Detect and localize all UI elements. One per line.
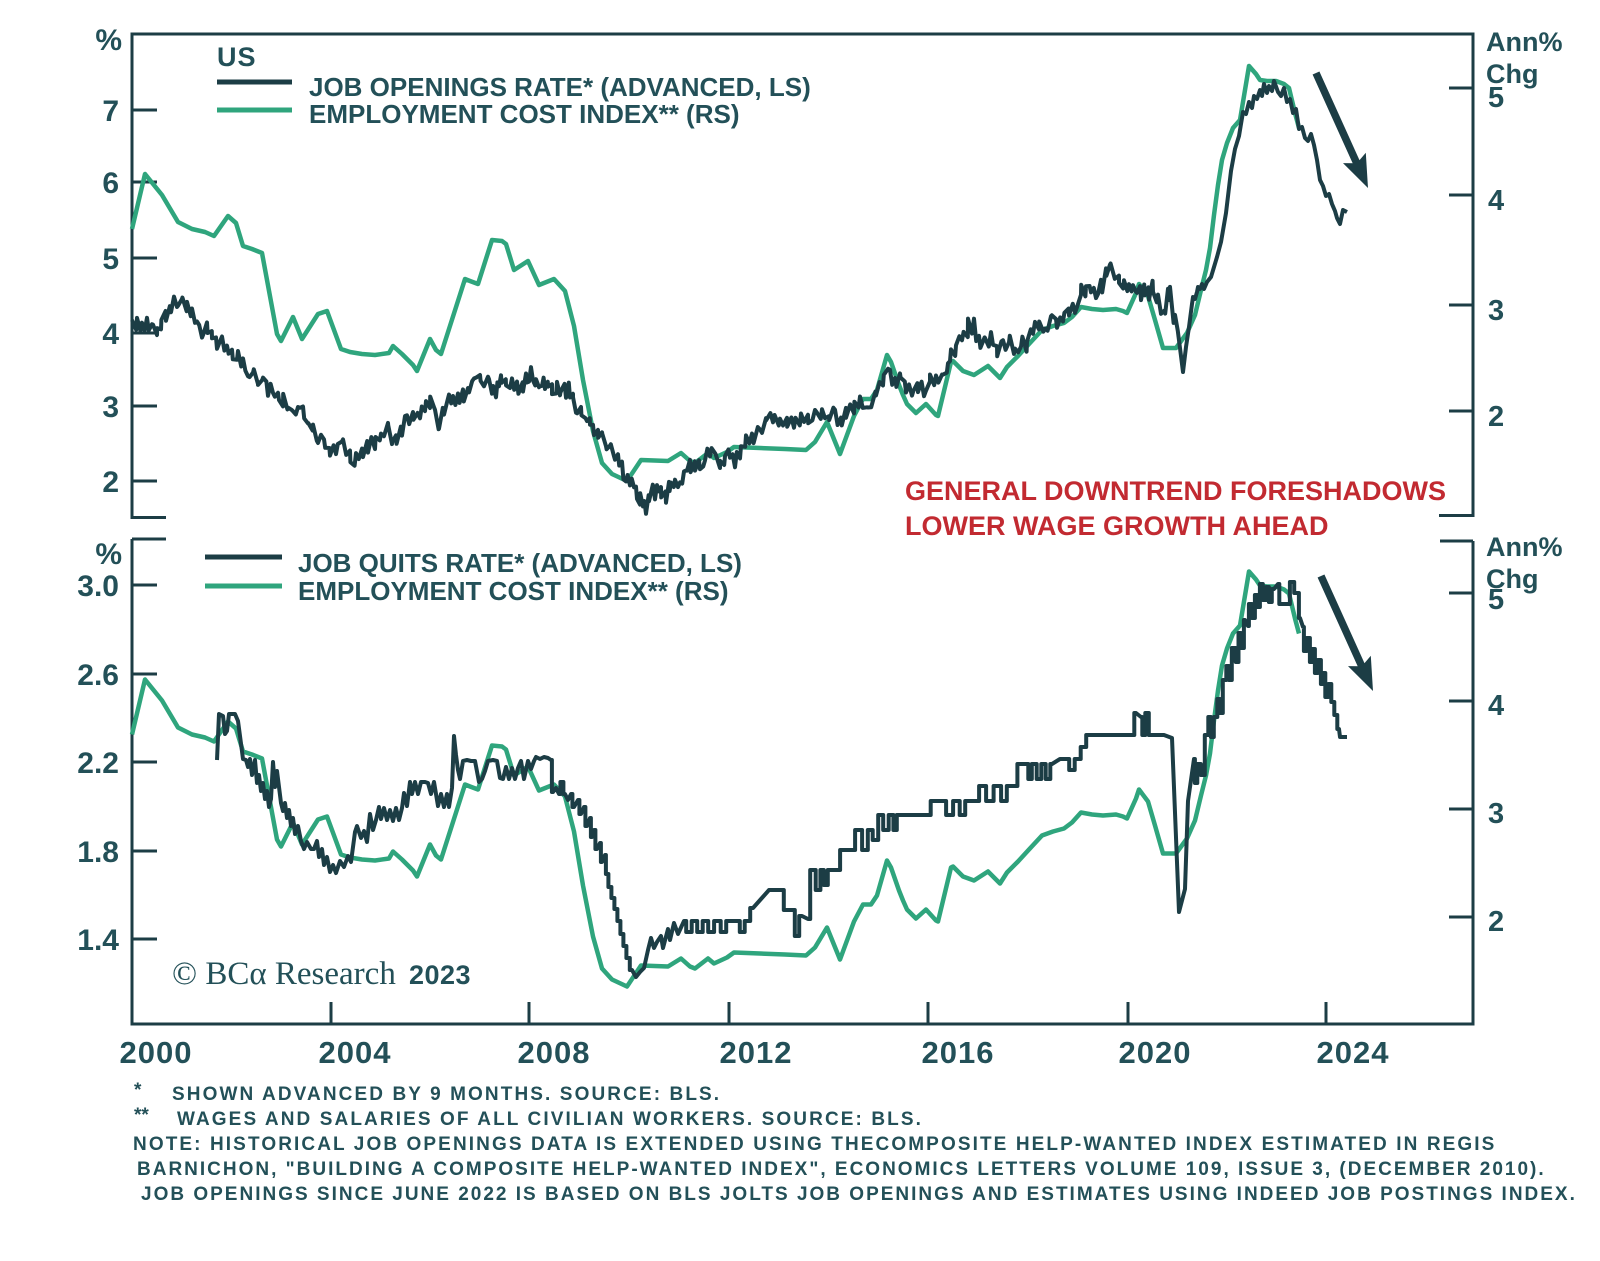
svg-text:Ann%: Ann% xyxy=(1486,532,1563,562)
svg-text:5: 5 xyxy=(102,243,119,276)
svg-text:EMPLOYMENT COST INDEX** (RS): EMPLOYMENT COST INDEX** (RS) xyxy=(309,99,739,129)
svg-text:2024: 2024 xyxy=(1317,1035,1390,1070)
svg-text:2012: 2012 xyxy=(720,1035,793,1070)
svg-text:WAGES AND SALARIES OF ALL CIVI: WAGES AND SALARIES OF ALL CIVILIAN WORKE… xyxy=(177,1109,923,1130)
svg-text:2.2: 2.2 xyxy=(77,747,119,780)
svg-text:**: ** xyxy=(134,1105,149,1126)
svg-text:3: 3 xyxy=(102,391,119,424)
svg-text:2: 2 xyxy=(1488,906,1504,938)
svg-text:3: 3 xyxy=(1488,295,1504,327)
svg-text:2: 2 xyxy=(102,466,119,499)
svg-text:4: 4 xyxy=(1488,185,1504,217)
svg-text:LOWER WAGE GROWTH AHEAD: LOWER WAGE GROWTH AHEAD xyxy=(905,511,1328,541)
svg-text:SHOWN ADVANCED BY 9 MONTHS. SO: SHOWN ADVANCED BY 9 MONTHS. SOURCE: BLS. xyxy=(172,1084,721,1105)
svg-text:GENERAL DOWNTREND FORESHADOWS: GENERAL DOWNTREND FORESHADOWS xyxy=(905,476,1446,506)
svg-text:1.4: 1.4 xyxy=(77,924,119,957)
svg-text:JOB OPENINGS SINCE JUNE 2022 I: JOB OPENINGS SINCE JUNE 2022 IS BASED ON… xyxy=(141,1184,1577,1205)
svg-text:EMPLOYMENT COST INDEX** (RS): EMPLOYMENT COST INDEX** (RS) xyxy=(298,576,728,606)
svg-text:2: 2 xyxy=(1488,401,1504,433)
svg-text:Chg: Chg xyxy=(1486,564,1538,594)
svg-text:5: 5 xyxy=(1488,82,1504,114)
svg-text:*: * xyxy=(134,1080,142,1101)
svg-text:4: 4 xyxy=(102,318,119,351)
svg-text:BARNICHON, "BUILDING A COMPOSI: BARNICHON, "BUILDING A COMPOSITE HELP-WA… xyxy=(137,1159,1546,1180)
svg-text:1.8: 1.8 xyxy=(77,836,119,869)
svg-text:%: % xyxy=(95,538,122,571)
svg-text:2000: 2000 xyxy=(120,1035,193,1070)
svg-text:6: 6 xyxy=(102,167,119,200)
svg-text:7: 7 xyxy=(102,95,119,128)
svg-text:2004: 2004 xyxy=(319,1035,392,1070)
svg-text:3: 3 xyxy=(1488,798,1504,830)
svg-text:2016: 2016 xyxy=(922,1035,995,1070)
svg-text:JOB OPENINGS RATE* (ADVANCED,: JOB OPENINGS RATE* (ADVANCED, LS) xyxy=(309,72,811,102)
svg-text:NOTE: HISTORICAL JOB OPENINGS: NOTE: HISTORICAL JOB OPENINGS DATA IS EX… xyxy=(133,1134,1496,1155)
svg-text:2008: 2008 xyxy=(518,1035,591,1070)
svg-text:© BCα Research: © BCα Research xyxy=(172,956,396,992)
svg-text:5: 5 xyxy=(1488,584,1504,616)
svg-text:2023: 2023 xyxy=(409,960,471,990)
svg-text:4: 4 xyxy=(1488,690,1504,722)
svg-text:JOB QUITS RATE* (ADVANCED, LS): JOB QUITS RATE* (ADVANCED, LS) xyxy=(298,548,742,578)
svg-text:Ann%: Ann% xyxy=(1486,27,1563,57)
svg-text:2.6: 2.6 xyxy=(77,659,119,692)
svg-text:Chg: Chg xyxy=(1486,59,1538,89)
svg-text:2020: 2020 xyxy=(1119,1035,1192,1070)
svg-text:%: % xyxy=(95,24,122,57)
svg-text:3.0: 3.0 xyxy=(77,570,119,603)
svg-text:US: US xyxy=(217,42,257,72)
